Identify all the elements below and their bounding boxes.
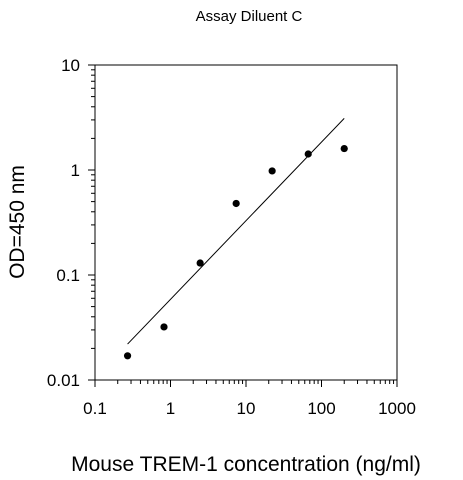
data-points bbox=[123, 144, 348, 360]
y-axis-title: OD=450 nm bbox=[6, 165, 29, 279]
data-point bbox=[304, 150, 312, 158]
y-tick-label: 0.1 bbox=[56, 266, 80, 285]
plot-frame bbox=[94, 64, 398, 381]
y-tick-label: 10 bbox=[61, 56, 80, 75]
x-tick-label: 10 bbox=[237, 399, 256, 418]
chart-title: Assay Diluent C bbox=[196, 8, 303, 25]
x-axis: 0.1 1 10 100 1000 bbox=[83, 380, 416, 418]
x-tick-label: 1 bbox=[166, 399, 175, 418]
fit-line bbox=[127, 118, 345, 345]
data-point bbox=[196, 259, 204, 267]
y-tick-label: 1 bbox=[71, 161, 80, 180]
fit-line-layer bbox=[127, 118, 345, 345]
x-tick-label: 0.1 bbox=[83, 399, 107, 418]
data-point bbox=[160, 323, 168, 331]
x-tick-label: 1000 bbox=[378, 399, 416, 418]
y-tick-label: 0.01 bbox=[47, 371, 80, 390]
y-axis: 0.01 0.1 1 10 bbox=[47, 56, 95, 390]
data-point bbox=[232, 199, 240, 208]
data-point bbox=[340, 144, 348, 153]
x-tick-label: 100 bbox=[307, 399, 335, 418]
x-axis-title: Mouse TREM-1 concentration (ng/ml) bbox=[71, 453, 421, 476]
data-point bbox=[123, 352, 132, 360]
data-point bbox=[268, 167, 276, 175]
